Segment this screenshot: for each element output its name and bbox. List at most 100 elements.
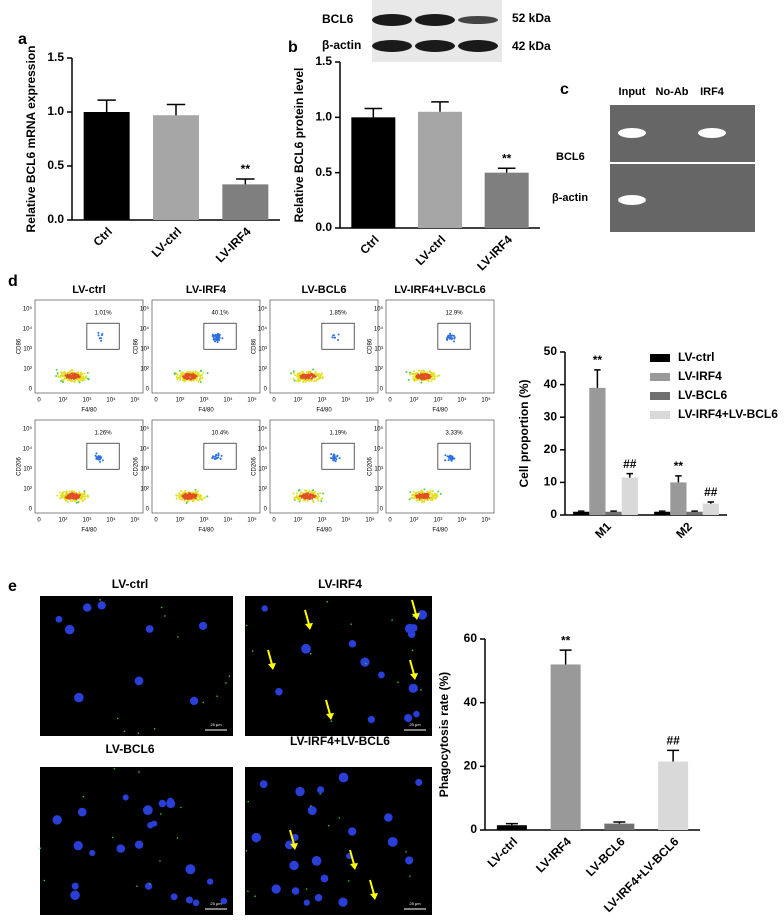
flow-dot <box>98 458 101 461</box>
flow-dot <box>97 455 100 458</box>
flow-dot <box>416 371 419 374</box>
nucleus <box>144 882 153 890</box>
flow-dot <box>197 490 200 493</box>
bar <box>702 503 719 515</box>
y-axis-label: Phagocytosis rate (%) <box>437 672 451 797</box>
flow-dot <box>297 377 300 380</box>
flow-dot <box>191 370 194 373</box>
nucleus <box>404 623 415 634</box>
flow-dot <box>182 375 185 378</box>
flow-y-tick: 10⁴ <box>374 446 384 453</box>
flow-y-tick: 10² <box>23 367 32 373</box>
green-dot <box>411 649 414 652</box>
flow-y-tick: 10³ <box>374 467 383 473</box>
error-bar <box>594 369 601 388</box>
flow-dot <box>184 379 187 382</box>
flow-dot <box>296 374 299 377</box>
flow-dot <box>64 499 67 502</box>
flow-dot <box>199 381 202 384</box>
flow-x-tick: 0 <box>37 518 41 524</box>
y-tick-label: 1.0 <box>315 110 332 124</box>
flow-dot <box>451 456 454 459</box>
nucleus <box>317 786 325 794</box>
flow-dot <box>431 375 434 378</box>
x-tick-label: LV-IRF4 <box>533 834 574 875</box>
flow-dot <box>408 498 411 501</box>
flow-x-tick: 10³ <box>200 398 209 404</box>
flow-dot <box>78 494 81 497</box>
flow-dot <box>314 375 317 378</box>
green-dot <box>338 817 341 819</box>
flow-dot <box>310 494 313 497</box>
flow-y-label: CD86 <box>17 338 23 354</box>
flow-y-tick: 10³ <box>23 347 32 353</box>
flow-x-label: F4/80 <box>316 528 332 534</box>
flow-y-tick: 10⁵ <box>374 306 384 313</box>
bar <box>621 477 638 515</box>
green-dot <box>391 619 393 621</box>
flow-dot <box>430 380 433 383</box>
flow-dot <box>337 333 340 336</box>
flow-dot <box>98 337 101 340</box>
flow-dot <box>201 377 204 380</box>
flow-dot <box>333 456 336 459</box>
nucleus <box>261 605 268 612</box>
nucleus <box>408 683 418 693</box>
green-dot <box>176 837 179 839</box>
panel-label: a <box>18 31 27 48</box>
bar <box>573 511 590 515</box>
flow-dot <box>175 372 178 375</box>
y-tick-label: 1.0 <box>47 104 64 118</box>
flow-dot <box>419 490 422 493</box>
flow-dot <box>194 374 197 377</box>
flow-x-tick: 0 <box>154 518 158 524</box>
y-tick-label: 50 <box>544 344 558 358</box>
arrow-head <box>290 843 298 850</box>
flow-dot <box>80 492 83 495</box>
flow-dot <box>290 372 293 375</box>
flow-dot <box>202 371 205 374</box>
flow-plot <box>269 419 379 514</box>
flow-dot <box>302 380 305 383</box>
nucleus <box>77 807 87 817</box>
flow-dot <box>218 333 221 336</box>
nucleus <box>73 840 83 851</box>
panel-label: c <box>560 81 569 98</box>
arrow-head <box>410 673 418 680</box>
flow-dot <box>181 371 184 374</box>
green-dot <box>251 650 254 652</box>
flow-dot <box>319 492 322 495</box>
flow-dot <box>437 490 440 493</box>
green-dot <box>247 800 249 803</box>
arrow-head <box>370 893 378 900</box>
flow-dot <box>180 372 183 375</box>
x-tick-label: LV-ctrl <box>485 834 521 870</box>
flow-dot <box>420 498 423 501</box>
flow-dot <box>306 499 309 502</box>
flow-y-tick: 10⁴ <box>258 326 268 333</box>
micro-image <box>245 596 432 736</box>
flow-dot <box>216 336 219 339</box>
flow-dot <box>214 457 217 460</box>
flow-dot <box>95 456 98 459</box>
flow-dot <box>200 498 203 501</box>
nucleus <box>320 874 329 883</box>
green-dot <box>326 601 329 603</box>
flow-dot <box>424 376 427 379</box>
flow-dot <box>302 377 305 380</box>
flow-plot <box>151 419 261 514</box>
bar <box>222 184 269 220</box>
flow-y-tick: 10² <box>258 487 267 493</box>
flow-y-tick: 0 <box>146 507 150 513</box>
bar <box>550 664 581 830</box>
flow-y-tick: 0 <box>146 387 150 393</box>
flow-x-tick: 0 <box>272 398 276 404</box>
nucleus <box>170 893 178 901</box>
flow-dot <box>429 490 432 493</box>
flow-dot <box>296 372 299 375</box>
x-tick-label: LV-IRF4 <box>474 232 515 273</box>
flow-dot <box>55 368 58 371</box>
nucleus <box>192 899 200 907</box>
green-dot <box>177 636 179 638</box>
flow-dot <box>188 497 191 500</box>
